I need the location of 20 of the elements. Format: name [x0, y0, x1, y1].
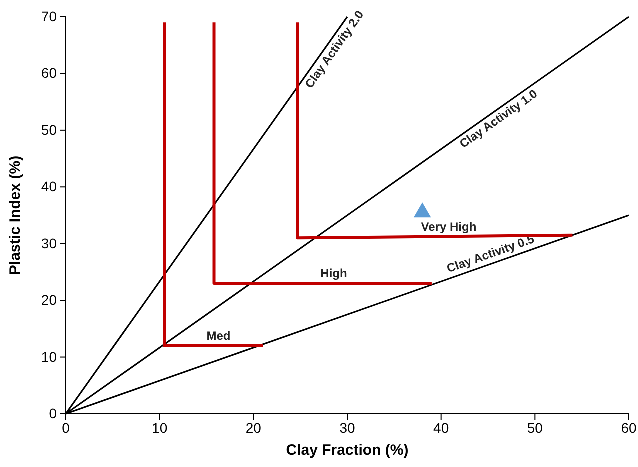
- y-axis-title: Plastic Index (%): [7, 156, 24, 276]
- y-tick-label: 10: [41, 348, 58, 365]
- y-tick-label: 40: [41, 178, 58, 195]
- x-tick-label: 0: [62, 420, 70, 436]
- x-tick-label: 30: [340, 420, 356, 436]
- x-tick-label: 20: [246, 420, 262, 436]
- x-tick-label: 10: [152, 420, 168, 436]
- x-axis-title: Clay Fraction (%): [286, 442, 409, 459]
- series-label: High: [320, 266, 348, 281]
- y-tick-label: 70: [41, 8, 58, 24]
- y-tick-label: 60: [41, 65, 58, 82]
- y-tick-label: 20: [41, 292, 58, 308]
- x-tick-label: 60: [621, 420, 637, 436]
- series-label: Med: [206, 329, 231, 344]
- y-tick-label: 30: [41, 235, 58, 252]
- x-tick-label: 40: [434, 420, 450, 436]
- x-tick-label: 50: [527, 420, 544, 436]
- y-tick-label: 0: [49, 405, 58, 422]
- y-tick-label: 50: [41, 122, 58, 138]
- series-label: Very High: [421, 220, 477, 234]
